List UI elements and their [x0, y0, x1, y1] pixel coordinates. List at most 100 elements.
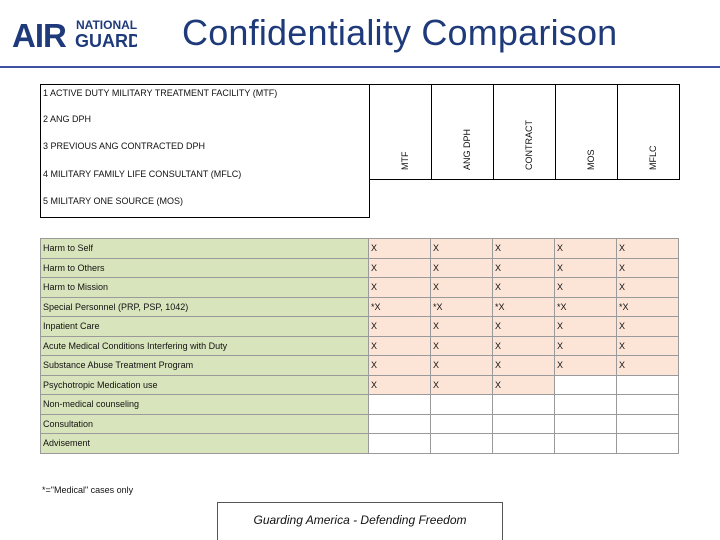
- table-row: Psychotropic Medication use X X X: [40, 374, 679, 395]
- table-cell: *X: [616, 296, 679, 317]
- column-header-label: MTF: [399, 151, 410, 171]
- table-cell: X: [430, 277, 493, 298]
- row-label: Harm to Others: [40, 257, 369, 278]
- table-cell: X: [430, 355, 493, 376]
- column-header-label: MFLC: [647, 145, 658, 171]
- table-cell: *X: [368, 296, 431, 317]
- title-divider: [0, 66, 720, 68]
- row-label: Harm to Mission: [40, 277, 369, 298]
- table-cell: X: [554, 355, 617, 376]
- table-cell: X: [368, 257, 431, 278]
- table-cell: [554, 374, 617, 395]
- table-cell: X: [368, 238, 431, 259]
- table-cell: X: [368, 374, 431, 395]
- table-cell: X: [616, 316, 679, 337]
- row-label: Acute Medical Conditions Interfering wit…: [40, 335, 369, 356]
- table-cell: [616, 374, 679, 395]
- column-header-label: CONTRACT: [523, 120, 534, 170]
- table-cell: X: [492, 257, 555, 278]
- footnote: *="Medical" cases only: [42, 485, 134, 495]
- table-cell: *X: [430, 296, 493, 317]
- column-header-mflc: MFLC: [618, 84, 680, 180]
- row-label: Special Personnel (PRP, PSP, 1042): [40, 296, 369, 317]
- table-row: Inpatient Care X X X X X: [40, 316, 679, 337]
- row-label: Non-medical counseling: [40, 394, 369, 415]
- table-cell: X: [554, 257, 617, 278]
- table-row: Harm to Self X X X X X: [40, 238, 679, 259]
- table-cell: [368, 433, 431, 454]
- table-row: Substance Abuse Treatment Program X X X X X: [40, 355, 679, 376]
- table-cell: X: [616, 238, 679, 259]
- legend-item: 3 PREVIOUS ANG CONTRACTED DPH: [43, 141, 206, 151]
- table-cell: [616, 394, 679, 415]
- logo-sub-text-2: GUARD: [75, 31, 137, 50]
- column-header-label: MOS: [585, 149, 596, 170]
- footer-box: Guarding America - Defending Freedom: [217, 502, 503, 540]
- table-cell: [368, 394, 431, 415]
- table-cell: *X: [554, 296, 617, 317]
- table-cell: X: [616, 277, 679, 298]
- column-header-mos: MOS: [556, 84, 618, 180]
- legend-item: 2 ANG DPH: [43, 114, 92, 124]
- table-cell: X: [430, 257, 493, 278]
- page-title: Confidentiality Comparison: [182, 12, 618, 53]
- table-cell: X: [430, 316, 493, 337]
- table-cell: X: [616, 257, 679, 278]
- table-cell: X: [492, 238, 555, 259]
- table-row: Special Personnel (PRP, PSP, 1042) *X *X *X…: [40, 296, 679, 317]
- table-cell: X: [554, 238, 617, 259]
- table-cell: [554, 413, 617, 434]
- table-cell: X: [430, 374, 493, 395]
- table-row: Advisement: [40, 433, 679, 454]
- row-label: Advisement: [40, 433, 369, 454]
- table-cell: [430, 433, 493, 454]
- table-cell: [430, 394, 493, 415]
- table-cell: [492, 413, 555, 434]
- table-cell: X: [492, 335, 555, 356]
- table-cell: X: [554, 277, 617, 298]
- legend-item: 1 ACTIVE DUTY MILITARY TREATMENT FACILIT…: [43, 88, 278, 98]
- table-cell: X: [492, 316, 555, 337]
- table-cell: [616, 413, 679, 434]
- table-cell: X: [368, 316, 431, 337]
- air-national-guard-logo: AIR NATIONAL GUARD: [12, 17, 137, 50]
- table-cell: X: [492, 277, 555, 298]
- table-row: Harm to Mission X X X X X: [40, 277, 679, 298]
- table-cell: [492, 394, 555, 415]
- logo-main-text: AIR: [12, 17, 67, 50]
- table-cell: [430, 413, 493, 434]
- table-cell: X: [554, 316, 617, 337]
- table-row: Non-medical counseling: [40, 394, 679, 415]
- table-cell: X: [492, 374, 555, 395]
- table-row: Harm to Others X X X X X: [40, 257, 679, 278]
- column-header-label: ANG DPH: [461, 128, 472, 170]
- table-cell: X: [430, 335, 493, 356]
- table-cell: X: [492, 355, 555, 376]
- column-header-mtf: MTF: [370, 84, 432, 180]
- legend-item: 5 MILITARY ONE SOURCE (MOS): [43, 196, 184, 206]
- table-cell: X: [616, 355, 679, 376]
- column-header-ang-dph: ANG DPH: [432, 84, 494, 180]
- logo-sub-text-1: NATIONAL: [76, 18, 137, 32]
- table-cell: [554, 394, 617, 415]
- table-cell: [616, 433, 679, 454]
- row-label: Substance Abuse Treatment Program: [40, 355, 369, 376]
- table-cell: X: [368, 335, 431, 356]
- table-cell: [368, 413, 431, 434]
- table-cell: X: [368, 355, 431, 376]
- table-cell: *X: [492, 296, 555, 317]
- row-label: Harm to Self: [40, 238, 369, 259]
- column-header-contract: CONTRACT: [494, 84, 556, 180]
- row-label: Psychotropic Medication use: [40, 374, 369, 395]
- footer-slogan: Guarding America - Defending Freedom: [253, 513, 467, 527]
- table-cell: X: [616, 335, 679, 356]
- table-row: Consultation: [40, 413, 679, 434]
- table-cell: X: [368, 277, 431, 298]
- legend-item: 4 MILITARY FAMILY LIFE CONSULTANT (MFLC): [43, 169, 242, 179]
- table-cell: [554, 433, 617, 454]
- table-cell: [492, 433, 555, 454]
- row-label: Consultation: [40, 413, 369, 434]
- row-label: Inpatient Care: [40, 316, 369, 337]
- legend-box: 1 ACTIVE DUTY MILITARY TREATMENT FACILIT…: [40, 84, 370, 218]
- table-row: Acute Medical Conditions Interfering wit…: [40, 335, 679, 356]
